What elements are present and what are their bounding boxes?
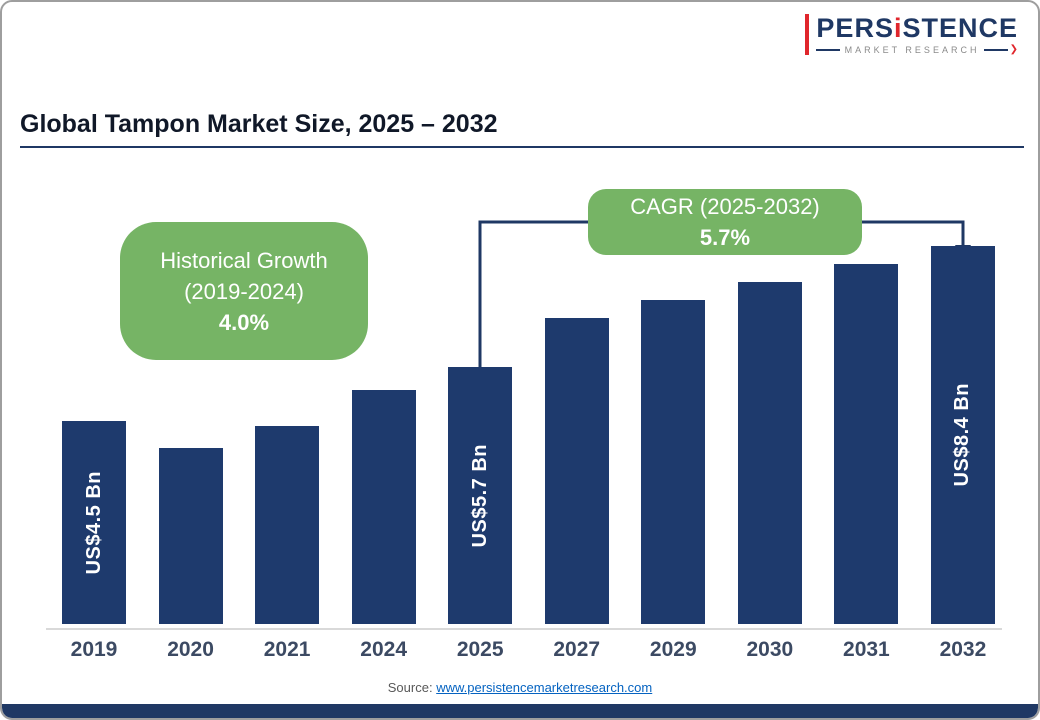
page-title: Global Tampon Market Size, 2025 – 2032	[20, 110, 498, 138]
logo-text-pre: PERS	[816, 13, 894, 43]
cagr-callout: CAGR (2025-2032) 5.7%	[588, 189, 862, 255]
connector-to-2032	[860, 220, 965, 246]
bar-2020	[158, 448, 223, 624]
historical-growth-callout: Historical Growth (2019-2024) 4.0%	[120, 222, 368, 360]
historical-growth-line1: Historical Growth	[160, 247, 328, 273]
bottom-accent-strip	[2, 704, 1038, 718]
x-axis-label-2031: 2031	[843, 638, 890, 661]
bar-2021	[255, 426, 320, 624]
bar-2025: US$5.7 Bn	[448, 367, 513, 624]
source-link[interactable]: www.persistencemarketresearch.com	[436, 680, 653, 695]
historical-growth-value: 4.0%	[218, 309, 270, 335]
bar-value-label-2032: US$8.4 Bn	[951, 383, 974, 487]
x-axis-label-2020: 2020	[167, 638, 214, 661]
x-axis-label-2021: 2021	[263, 638, 311, 661]
bar-value-label-2025: US$5.7 Bn	[468, 443, 491, 548]
x-axis-label-2032: 2032	[939, 638, 987, 661]
source-line: Source: www.persistencemarketresearch.co…	[2, 680, 1038, 695]
x-axis-label-2025: 2025	[456, 638, 504, 661]
bar-2030	[737, 282, 802, 624]
logo-arrow-icon: ❯	[1009, 44, 1019, 56]
source-prefix: Source:	[387, 680, 433, 695]
x-axis-label-2019: 2019	[70, 638, 118, 661]
logo-text-i: i	[893, 13, 903, 43]
logo-text-post: STENCE	[902, 13, 1018, 43]
x-axis-label-2027: 2027	[553, 638, 601, 661]
historical-growth-line2: (2019-2024)	[184, 278, 304, 304]
logo-wordmark: PERSiSTENCE	[816, 14, 1018, 42]
bar-2029	[641, 300, 706, 624]
logo-subtitle-row: MARKET RESEARCH ❯	[816, 45, 1018, 55]
bar-2027	[544, 318, 609, 624]
x-axis-label-2024: 2024	[360, 638, 407, 661]
bar-chart: US$4.5 Bn US$5.7 Bn US$8.4 Bn	[62, 246, 995, 624]
x-axis-label-2029: 2029	[649, 638, 697, 661]
cagr-line1: CAGR (2025-2032)	[630, 194, 820, 219]
bar-2032: US$8.4 Bn	[930, 246, 995, 624]
x-axis-labels: 2019 2020 2021 2024 2025 2027 2029 2030 2031 2032	[62, 638, 995, 662]
logo-line-right	[984, 49, 1008, 52]
persistence-logo: PERSiSTENCE MARKET RESEARCH ❯	[805, 14, 1018, 56]
bar-2019: US$4.5 Bn	[62, 421, 126, 624]
bar-value-label-2019: US$4.5 Bn	[82, 470, 105, 575]
logo-line-left	[816, 49, 840, 52]
title-underline	[20, 146, 1024, 148]
cagr-value: 5.7%	[699, 225, 751, 250]
logo-red-bar	[805, 14, 810, 56]
x-axis-line	[46, 628, 1002, 630]
bar-2031	[834, 264, 899, 624]
x-axis-label-2030: 2030	[746, 638, 794, 661]
logo-subtitle: MARKET RESEARCH	[844, 45, 980, 56]
bar-2024	[351, 390, 416, 624]
